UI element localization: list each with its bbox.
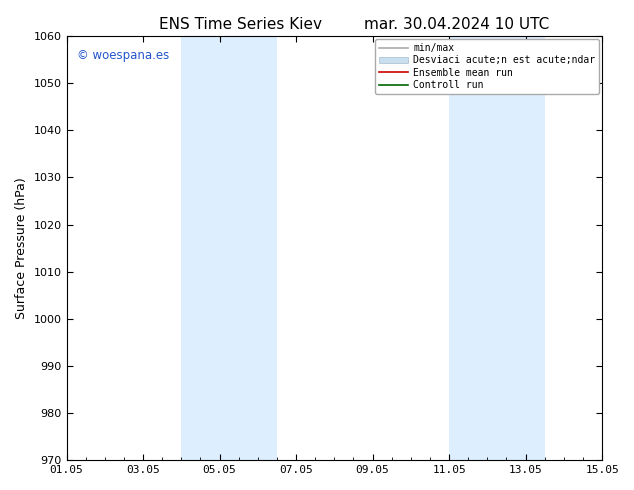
- Y-axis label: Surface Pressure (hPa): Surface Pressure (hPa): [15, 177, 28, 319]
- Legend: min/max, Desviaci acute;n est acute;ndar, Ensemble mean run, Controll run: min/max, Desviaci acute;n est acute;ndar…: [375, 39, 599, 94]
- Bar: [181, 36, 277, 460]
- Text: © woespana.es: © woespana.es: [77, 49, 169, 62]
- Bar: [449, 36, 545, 460]
- Text: mar. 30.04.2024 10 UTC: mar. 30.04.2024 10 UTC: [364, 17, 549, 32]
- Text: ENS Time Series Kiev: ENS Time Series Kiev: [159, 17, 323, 32]
